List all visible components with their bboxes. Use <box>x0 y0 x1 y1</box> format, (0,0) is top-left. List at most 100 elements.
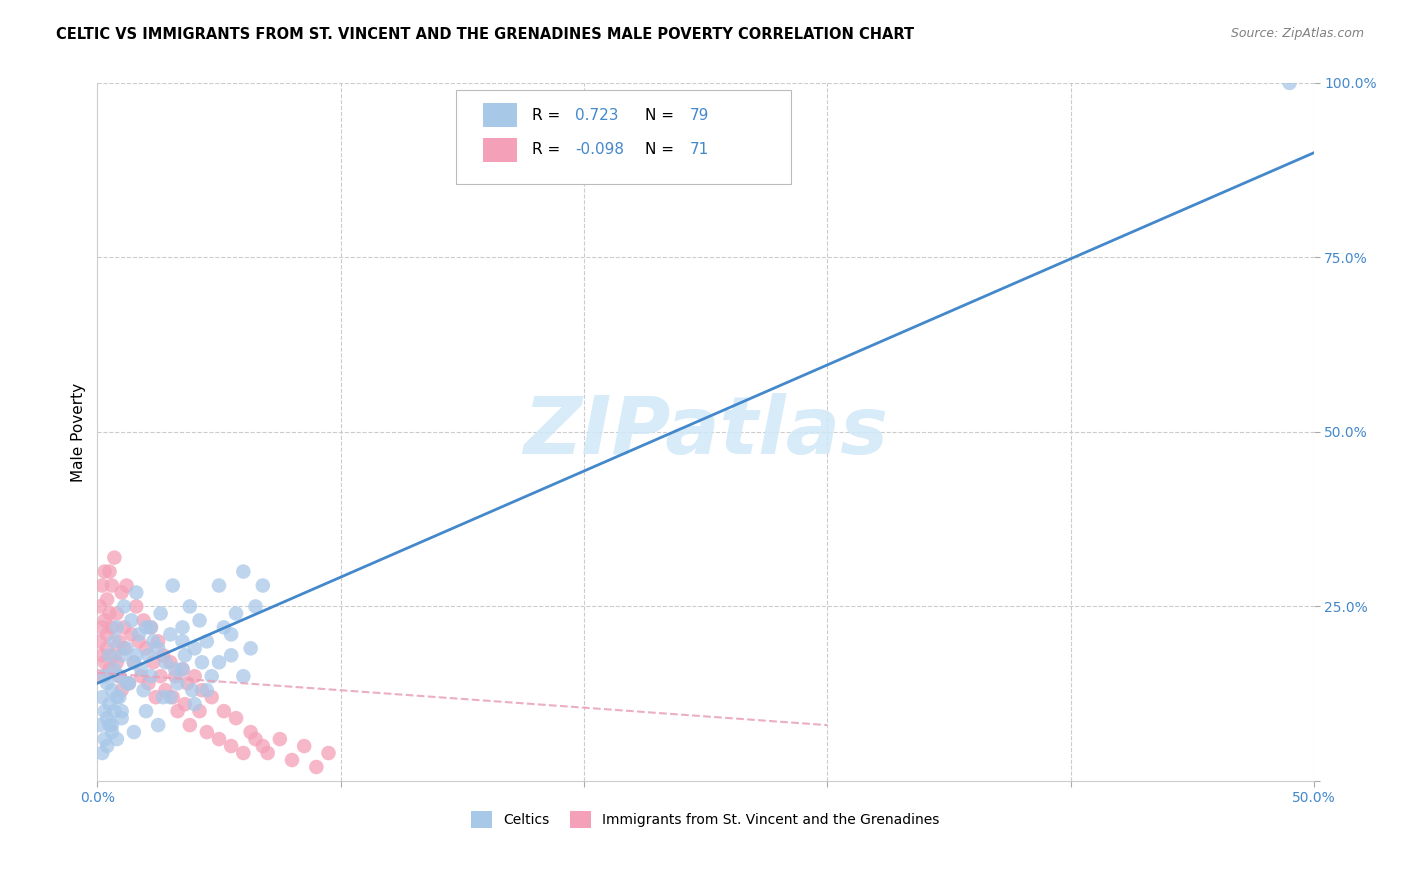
Point <box>179 718 201 732</box>
Point <box>89 669 111 683</box>
Point <box>142 634 165 648</box>
Point <box>188 704 211 718</box>
Point <box>162 690 184 705</box>
Point <box>122 655 145 669</box>
Point <box>172 620 194 634</box>
Point <box>129 669 152 683</box>
Point <box>245 599 267 614</box>
Point <box>96 627 118 641</box>
Point <box>105 620 128 634</box>
Point <box>91 690 114 705</box>
Point <box>96 739 118 753</box>
Point <box>145 690 167 705</box>
Point <box>105 607 128 621</box>
Text: Source: ZipAtlas.com: Source: ZipAtlas.com <box>1230 27 1364 40</box>
Point <box>108 634 131 648</box>
Point <box>105 690 128 705</box>
Point <box>101 725 124 739</box>
Point <box>103 662 125 676</box>
Point <box>101 620 124 634</box>
Point <box>98 607 121 621</box>
Point <box>139 620 162 634</box>
Point <box>112 641 135 656</box>
Text: ZIPatlas: ZIPatlas <box>523 393 889 471</box>
Point <box>208 732 231 747</box>
Point <box>172 662 194 676</box>
Point <box>165 662 187 676</box>
Point <box>219 648 242 663</box>
Text: 79: 79 <box>690 108 709 122</box>
Text: 71: 71 <box>690 143 709 158</box>
Point <box>166 704 188 718</box>
Point <box>139 669 162 683</box>
Point <box>152 648 174 663</box>
Point <box>96 592 118 607</box>
Point <box>125 585 148 599</box>
Point <box>115 676 138 690</box>
Point <box>149 669 172 683</box>
Text: -0.098: -0.098 <box>575 143 624 158</box>
Point <box>162 578 184 592</box>
Point <box>201 690 224 705</box>
Point <box>89 599 111 614</box>
Point <box>101 683 124 698</box>
Point <box>132 614 155 628</box>
Point <box>135 704 157 718</box>
Point <box>93 655 115 669</box>
Point <box>159 655 181 669</box>
Point <box>118 676 141 690</box>
Point <box>111 585 134 599</box>
Point <box>91 620 114 634</box>
Point <box>166 676 188 690</box>
Point <box>93 732 115 747</box>
Point <box>98 697 121 711</box>
FancyBboxPatch shape <box>484 103 517 127</box>
Point <box>101 718 124 732</box>
Point <box>183 669 205 683</box>
Point <box>181 683 204 698</box>
Point <box>128 627 150 641</box>
Text: R =: R = <box>531 143 565 158</box>
Point <box>93 565 115 579</box>
Point <box>152 690 174 705</box>
Point <box>89 718 111 732</box>
Point <box>128 634 150 648</box>
Point <box>93 669 115 683</box>
Point <box>103 634 125 648</box>
Point <box>256 746 278 760</box>
Point <box>111 711 134 725</box>
Point <box>269 732 291 747</box>
Point <box>191 683 214 698</box>
Point <box>98 662 121 676</box>
Point <box>148 641 170 656</box>
Point <box>225 711 247 725</box>
Text: CELTIC VS IMMIGRANTS FROM ST. VINCENT AND THE GRENADINES MALE POVERTY CORRELATIO: CELTIC VS IMMIGRANTS FROM ST. VINCENT AN… <box>56 27 914 42</box>
Point <box>208 578 231 592</box>
Point <box>112 620 135 634</box>
Point <box>148 718 170 732</box>
Point <box>149 607 172 621</box>
Point <box>172 634 194 648</box>
Point <box>219 739 242 753</box>
Point <box>108 669 131 683</box>
Point <box>91 746 114 760</box>
Point <box>155 683 177 698</box>
Point <box>183 697 205 711</box>
Point <box>174 648 197 663</box>
Point <box>245 732 267 747</box>
Point <box>115 641 138 656</box>
Point <box>183 641 205 656</box>
Point <box>89 634 111 648</box>
Point <box>96 711 118 725</box>
Point <box>103 648 125 663</box>
Point <box>159 627 181 641</box>
Point <box>1278 76 1301 90</box>
Point <box>165 669 187 683</box>
Point <box>96 676 118 690</box>
Point <box>159 690 181 705</box>
Point <box>188 614 211 628</box>
Point <box>91 648 114 663</box>
Point <box>208 655 231 669</box>
Point <box>105 732 128 747</box>
Point <box>232 565 254 579</box>
